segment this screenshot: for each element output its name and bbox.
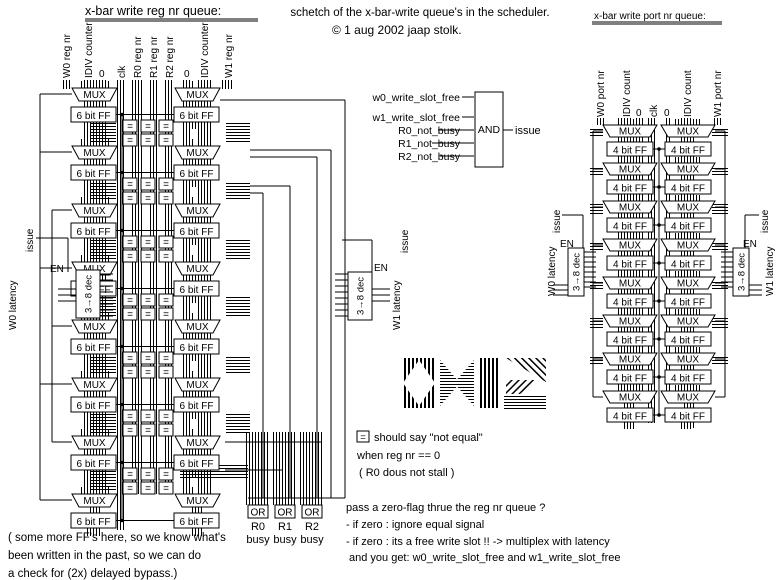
note-line: - if zero : its a free write slot !! -> …: [346, 536, 610, 548]
note-line: should say "not equal": [374, 432, 483, 444]
logo-glyph-2a: [440, 360, 460, 406]
label-w0-port-nr: W0 port nr: [596, 70, 607, 117]
r2-label: R2: [305, 521, 319, 533]
label-clk: clk: [117, 65, 128, 78]
r1-label: R1: [278, 521, 292, 533]
logo-glyphs: [402, 358, 546, 410]
w1-latency-label: W1 latency: [765, 247, 776, 296]
bottom-right-note: pass a zero-flag thrue the reg nr queue …: [346, 502, 621, 564]
w0-port-latency-cluster: issue EN W0 latency: [547, 209, 596, 297]
logo-glyph-4c: [504, 396, 546, 410]
en-label: EN: [560, 239, 574, 250]
busy-label: busy: [246, 534, 270, 546]
issue-label: issue: [760, 209, 771, 233]
comparator-icon: [356, 430, 370, 443]
note-line: - if zero : ignore equal signal: [346, 519, 484, 531]
label-idiv-count: IDIV count: [622, 70, 633, 117]
r0-label: R0: [251, 521, 265, 533]
issue-and-gate: w0_write_slot_free w1_write_slot_free R0…: [371, 91, 541, 168]
and-input-r1-not-busy: R1_not_busy: [398, 138, 461, 150]
note-line: a check for (2x) delayed bypass.): [8, 568, 178, 580]
note-line: pass a zero-flag thrue the reg nr queue …: [346, 502, 545, 514]
en-label: EN: [374, 263, 388, 274]
reg-queue-rails: [39, 93, 346, 519]
logo-glyph-4b: [506, 380, 538, 394]
label-zero: 0: [636, 108, 642, 119]
main-title: schetch of the x-bar-write queue's in th…: [290, 7, 549, 19]
right-queue-title: x-bar write port nr queue:: [594, 11, 706, 22]
issue-label: issue: [400, 229, 411, 253]
note-line: been written in the past, so we can do: [8, 550, 201, 562]
port-queue-fanout-wires: [590, 128, 728, 366]
note-line: ( some more FF's here, so we know what's: [8, 532, 226, 544]
label-idiv-counter: IDIV counter: [84, 22, 95, 78]
w0-latency-label: W0 latency: [8, 281, 19, 330]
w1-latency-decoder-cluster: issue EN W1 latency: [335, 229, 411, 330]
note-line: ( R0 dous not stall ): [359, 467, 454, 479]
label-clk: clk: [649, 104, 660, 117]
and-input-r0-not-busy: R0_not_busy: [398, 125, 461, 137]
port-queue-top-labels: W0 port nr IDIV count 0 clk 0 IDIV count…: [596, 70, 724, 119]
reg-nr-queue-schematic: W0 reg nr IDIV counter 0 clk R0 reg nr R…: [8, 22, 411, 546]
note-line: and you get: w0_write_slot_free and w1_w…: [349, 552, 621, 564]
w1-port-latency-cluster: issue EN W1 latency: [721, 209, 776, 297]
note-line: when reg nr == 0: [356, 450, 440, 462]
not-equal-note: = should say "not equal" when reg nr == …: [356, 430, 483, 479]
bottom-left-note: ( some more FF's here, so we know what's…: [8, 532, 226, 580]
port-nr-queue-schematic: W0 port nr IDIV count 0 clk 0 IDIV count…: [547, 70, 776, 429]
issue-label: issue: [25, 228, 36, 252]
en-label: EN: [743, 239, 757, 250]
busy-label: busy: [273, 534, 297, 546]
and-input-w1-write-slot-free: w1_write_slot_free: [371, 112, 460, 124]
label-r0-reg-nr: R0 reg nr: [133, 36, 144, 78]
port-queue-rails: [592, 130, 726, 415]
label-w0-reg-nr: W0 reg nr: [62, 33, 73, 78]
busy-or-gates: R0 busy R1 busy R2 busy: [246, 432, 324, 546]
comparator-icon-glyph: =: [360, 432, 366, 443]
issue-output-label: issue: [515, 125, 541, 137]
w0-latency-decoder-cluster: issue EN W0 latency: [8, 228, 113, 330]
w0-latency-label: W0 latency: [547, 247, 558, 296]
and-input-r2-not-busy: R2_not_busy: [398, 151, 461, 163]
busy-label: busy: [300, 534, 324, 546]
header: schetch of the x-bar-write queue's in th…: [85, 4, 722, 37]
label-r1-reg-nr: R1 reg nr: [149, 36, 160, 78]
label-w1-reg-nr: W1 reg nr: [224, 33, 235, 78]
label-w1-port-nr: W1 port nr: [713, 70, 724, 117]
issue-label: issue: [552, 209, 563, 233]
w1-latency-label: W1 latency: [392, 281, 403, 330]
reg-queue-top-labels: W0 reg nr IDIV counter 0 clk R0 reg nr R…: [62, 22, 235, 80]
label-idiv-counter: IDIV counter: [200, 22, 211, 78]
logo-glyph-3: [480, 358, 498, 408]
and-gate-label: AND: [478, 124, 501, 136]
and-input-w0-write-slot-free: w0_write_slot_free: [371, 92, 460, 104]
label-zero: 0: [99, 69, 105, 80]
logo-glyph-4a: [506, 358, 546, 382]
en-label: EN: [50, 264, 64, 275]
copyright-line: © 1 aug 2002 jaap stolk.: [332, 23, 462, 37]
label-r2-reg-nr: R2 reg nr: [165, 36, 176, 78]
label-zero: 0: [664, 108, 670, 119]
logo-glyph-2b: [454, 360, 474, 406]
label-idiv-count: IDIV count: [683, 70, 694, 117]
label-zero: 0: [184, 69, 190, 80]
left-queue-title: x-bar write reg nr queue:: [85, 4, 221, 18]
